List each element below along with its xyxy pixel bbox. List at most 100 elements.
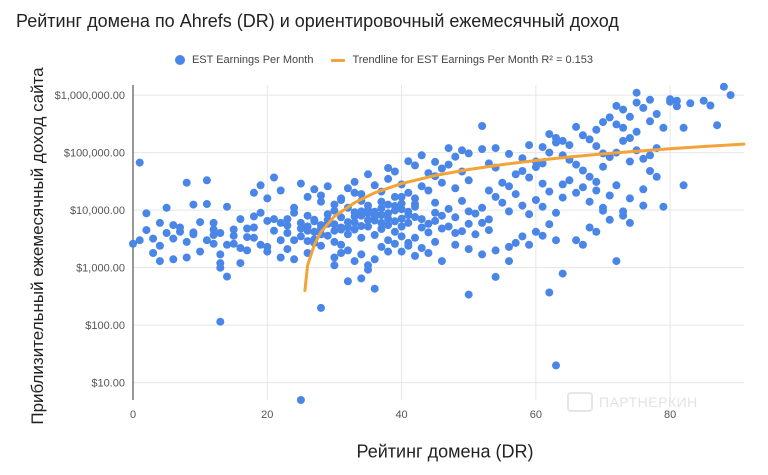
data-point (390, 202, 399, 210)
data-point (444, 144, 453, 153)
data-point (343, 277, 352, 286)
data-point (155, 241, 164, 250)
grid-lines (132, 85, 744, 400)
data-point (525, 240, 534, 249)
data-point (552, 236, 560, 245)
data-point (343, 230, 352, 239)
data-point (451, 229, 460, 237)
data-point (612, 120, 621, 129)
data-point (330, 261, 339, 270)
data-point (424, 186, 433, 195)
y-axis-label: Приблизительный ежемесячный доход сайта (28, 67, 47, 425)
data-point (424, 219, 433, 228)
data-point (357, 211, 366, 220)
data-point (364, 205, 372, 214)
data-point (370, 207, 379, 216)
data-point (303, 192, 312, 201)
data-point (437, 178, 446, 187)
data-point (511, 238, 520, 247)
data-point (330, 253, 339, 262)
y-tick-label: $10.00 (91, 378, 125, 390)
data-point (578, 131, 587, 140)
data-point (283, 229, 292, 237)
data-point (323, 231, 332, 240)
data-point (155, 257, 164, 266)
data-point (296, 396, 305, 404)
data-point (719, 82, 728, 91)
data-point (451, 184, 460, 193)
data-point (202, 200, 211, 208)
data-point (229, 225, 238, 234)
data-point (243, 233, 252, 242)
data-point (377, 197, 386, 206)
legend-line-icon (331, 58, 346, 62)
data-point (464, 207, 473, 216)
data-point (458, 146, 466, 155)
data-point (256, 181, 265, 190)
data-point (350, 208, 359, 217)
data-point (209, 218, 218, 227)
data-point (417, 223, 426, 232)
data-point (672, 102, 681, 111)
data-point (578, 166, 587, 175)
data-point (619, 211, 628, 220)
data-point (135, 158, 144, 167)
data-point (431, 237, 440, 246)
data-point (384, 221, 393, 230)
data-point (558, 269, 567, 278)
data-point (357, 190, 366, 199)
data-point (552, 361, 560, 370)
data-point (471, 230, 480, 239)
data-point (256, 208, 265, 217)
data-point (364, 265, 372, 274)
data-point (384, 164, 393, 172)
data-point (713, 121, 722, 130)
data-point (290, 255, 299, 264)
data-point (605, 113, 614, 122)
data-point (350, 218, 359, 227)
data-point (337, 194, 346, 203)
data-point (612, 181, 621, 190)
y-tick-label: $1,000.00 (76, 263, 125, 275)
y-tick-label: $100.00 (85, 320, 125, 332)
data-point (384, 247, 393, 256)
data-point (337, 213, 346, 222)
legend-item-scatter[interactable]: EST Earnings Per Month (174, 54, 313, 66)
data-point (478, 145, 487, 154)
data-point (518, 154, 527, 163)
data-point (343, 246, 352, 255)
data-point (558, 193, 567, 202)
data-point (350, 177, 359, 186)
data-point (525, 173, 534, 182)
data-point (182, 237, 191, 246)
data-point (411, 200, 419, 208)
data-point (431, 198, 440, 207)
data-point (592, 186, 601, 195)
data-point (726, 91, 735, 100)
data-point (216, 250, 225, 259)
data-point (538, 179, 547, 188)
data-point (646, 151, 654, 160)
data-point (290, 203, 299, 212)
data-point (437, 224, 446, 233)
data-point (458, 227, 466, 236)
data-point (377, 225, 386, 233)
data-point (686, 99, 695, 108)
data-point (491, 192, 500, 201)
y-tick-label: $10,000.00 (70, 205, 125, 217)
data-point (552, 134, 560, 142)
data-point (202, 176, 211, 185)
legend-item-trendline[interactable]: Trendline for EST Earnings Per Month R² … (331, 54, 593, 66)
data-point (619, 123, 628, 132)
data-point (518, 232, 527, 241)
data-point (276, 236, 285, 245)
data-point (491, 246, 500, 255)
data-point (565, 176, 574, 185)
data-point (303, 222, 312, 231)
data-point (464, 290, 473, 299)
data-point (364, 222, 372, 231)
data-point (276, 253, 285, 262)
data-point (511, 190, 520, 199)
data-point (350, 225, 359, 234)
data-point (343, 184, 352, 193)
